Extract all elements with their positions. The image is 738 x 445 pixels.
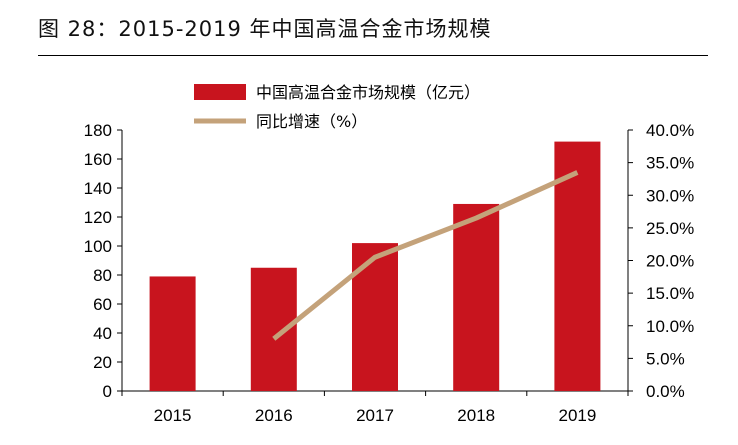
title-divider — [38, 55, 708, 56]
y-right-tick-label: 40.0% — [646, 121, 694, 140]
y-left-tick-label: 120 — [84, 208, 112, 227]
bar — [554, 141, 601, 391]
y-right-tick-label: 10.0% — [646, 317, 694, 336]
bar — [149, 276, 196, 391]
x-tick-label: 2017 — [356, 406, 394, 425]
figure-title: 图 28：2015-2019 年中国高温合金市场规模 — [38, 17, 492, 41]
y-left-tick-label: 180 — [84, 121, 112, 140]
y-right-tick-label: 20.0% — [646, 252, 694, 271]
y-left-tick-label: 20 — [93, 353, 112, 372]
legend: 中国高温合金市场规模（亿元） 同比增速（%） — [194, 83, 480, 131]
bar — [250, 267, 297, 391]
y-right-tick-label: 0.0% — [646, 382, 685, 401]
y-left-tick-label: 40 — [93, 324, 112, 343]
y-left-tick-label: 0 — [103, 382, 112, 401]
y-right-tick-label: 25.0% — [646, 219, 694, 238]
y-right-tick-label: 35.0% — [646, 154, 694, 173]
x-tick-label: 2018 — [457, 406, 495, 425]
y-left-tick-label: 140 — [84, 179, 112, 198]
growth-line-path — [272, 170, 579, 341]
y-left-tick-label: 80 — [93, 266, 112, 285]
growth-line — [272, 170, 579, 341]
y-right-tick-label: 5.0% — [646, 349, 685, 368]
bar — [453, 203, 500, 391]
y-left-tick-label: 60 — [93, 295, 112, 314]
legend-swatch-bar — [194, 84, 246, 100]
y-right-tick-label: 15.0% — [646, 284, 694, 303]
bar — [352, 243, 398, 391]
x-tick-label: 2015 — [154, 406, 192, 425]
x-tick-label: 2016 — [255, 406, 293, 425]
y-left-tick-label: 100 — [84, 237, 112, 256]
tick-labels: 0 20 40 60 80 100 120 140 160 180 0.0% 5.0% 10.0% 15.… — [84, 121, 695, 425]
legend-label-line: 同比增速（%） — [256, 112, 367, 131]
x-tick-label: 2019 — [558, 406, 596, 425]
y-right-tick-label: 30.0% — [646, 186, 694, 205]
y-left-tick-label: 160 — [84, 150, 112, 169]
legend-label-bar: 中国高温合金市场规模（亿元） — [256, 83, 480, 102]
bars — [149, 141, 601, 391]
